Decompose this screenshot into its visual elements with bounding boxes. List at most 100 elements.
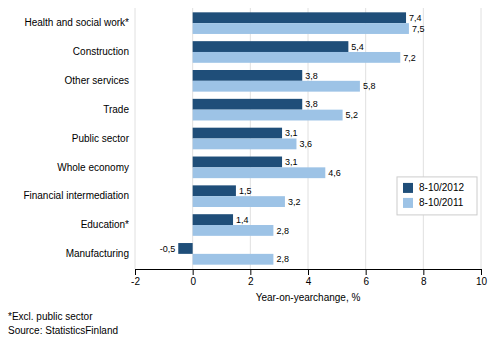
bar [193,12,406,23]
tick-mark [423,269,424,275]
x-label: Year-on-yearchange, % [256,292,361,303]
data-label: 3,6 [299,139,312,149]
tick-label: 0 [190,276,196,287]
bar [193,70,303,81]
bar [193,139,297,150]
plot: -2 0 2 4 6 8 10 Health and social work* Construc… [23,8,487,303]
data-label: 7,2 [403,53,416,63]
series [193,23,409,265]
x-axis: -2 0 2 4 6 8 10 [131,269,487,287]
x-tick: 10 [476,269,488,287]
tick-label: Financial intermediation [23,190,129,201]
footnote: Source: StatisticsFinland [8,325,118,336]
tick-label: -2 [131,276,140,287]
tick-mark [193,269,194,275]
data-label: 1,5 [239,186,252,196]
bar [193,99,303,110]
grid-line [135,8,136,269]
bar [193,167,326,178]
legend-label: 8-10/2011 [419,197,464,208]
grid [135,8,481,269]
y-tick: Other services [65,75,135,86]
data-label: -0,5 [160,244,176,254]
data-label: 2,8 [276,254,289,264]
tick-mark [481,269,482,275]
y-tick: Health and social work* [25,17,136,28]
x-tick: 4 [306,269,312,287]
data-label: 3,8 [305,71,318,81]
bar [193,214,233,225]
bar [193,128,282,139]
grid-line [481,8,482,269]
footnote: *Excl. public sector [8,311,93,322]
tick-label: Other services [65,75,129,86]
bar [193,52,401,63]
grid-line [423,8,424,269]
bar [193,185,236,196]
bar [193,41,349,52]
legend-item: 8-10/2012 [403,182,464,193]
bar [193,23,409,34]
tick-label: Public sector [72,133,130,144]
tick-label: 6 [363,276,369,287]
x-tick: 6 [363,269,369,287]
legend-item: 8-10/2011 [403,197,464,208]
data-labels: 7,4 5,4 3,8 3,8 3,1 3,1 1,5 1,4 -0,5 7,5 7,2 5,8 5,2… [160,13,425,265]
tick-label: 2 [248,276,254,287]
grid-line [365,8,366,269]
y-axis: Health and social work* Construction Other… [23,17,135,259]
x-tick: -2 [131,269,140,287]
data-label: 5,2 [346,110,359,120]
tick-mark [308,269,309,275]
tick-mark [135,269,136,275]
y-tick: Financial intermediation [23,190,135,201]
bar [193,81,360,92]
data-label: 3,1 [285,157,298,167]
x-tick: 2 [248,269,254,287]
tick-mark [250,269,251,275]
bar [193,196,285,207]
y-tick: Education* [81,219,135,230]
y-tick: Whole economy [57,162,135,173]
data-label: 3,2 [288,197,301,207]
chart: -2 0 2 4 6 8 10 Health and social work* Construc… [0,0,496,341]
data-label: 4,6 [328,168,341,178]
tick-label: Manufacturing [66,248,129,259]
tick-label: 8 [421,276,427,287]
legend-label: 8-10/2012 [419,182,464,193]
data-label: 3,1 [285,128,298,138]
y-tick: Public sector [72,133,135,144]
tick-mark [366,269,367,275]
tick-label: Education* [81,219,129,230]
x-tick: 0 [190,269,196,287]
data-label: 3,8 [305,99,318,109]
bars [178,12,409,264]
y-tick: Manufacturing [66,248,135,259]
x-tick: 8 [421,269,427,287]
tick-label: 10 [476,276,488,287]
bar [193,225,274,236]
tick-label: Whole economy [57,162,129,173]
y-tick: Construction [73,46,135,57]
tick-label: 4 [306,276,312,287]
data-label: 7,4 [409,13,422,23]
data-label: 5,8 [363,81,376,91]
legend-frame [397,177,477,215]
data-label: 1,4 [236,215,249,225]
tick-label: Trade [103,104,129,115]
data-label: 5,4 [351,42,364,52]
legend-swatch [403,198,413,208]
series [178,12,406,254]
y-tick: Trade [103,104,135,115]
tick-label: Health and social work* [25,17,130,28]
data-label: 2,8 [276,226,289,236]
axis-line [136,270,482,276]
legend-swatch [403,183,413,193]
legend: 8-10/2012 8-10/2011 [397,177,477,215]
bar [178,243,192,254]
bar [193,157,282,168]
bar [193,254,274,265]
data-label: 7,5 [412,24,425,34]
annotations: *Excl. public sector Source: StatisticsFi… [8,311,118,336]
bar [193,110,343,121]
